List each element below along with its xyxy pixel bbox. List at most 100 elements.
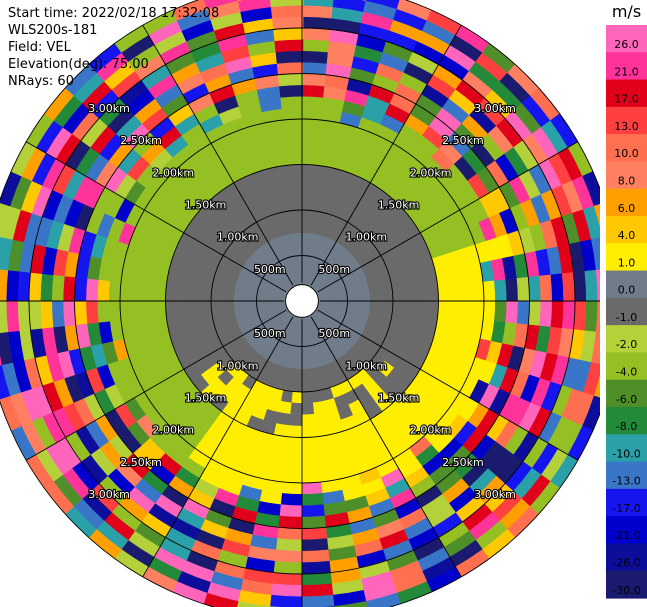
colorbar-bin [606, 407, 647, 435]
colorbar-bin [606, 570, 647, 599]
range-ring-label: 500m [318, 327, 350, 340]
ppi-gate [279, 84, 304, 98]
ppi-gate [274, 39, 304, 53]
ppi-gate [301, 459, 321, 472]
ppi-gate [199, 309, 214, 323]
range-ring-label: 1.50km [185, 392, 227, 405]
ppi-gate [527, 275, 542, 303]
ppi-gate [300, 493, 324, 507]
ppi-gate [300, 538, 329, 552]
colorbar-tick-label: 1.0 [618, 256, 636, 269]
colorbar-tick-label: -13.0 [612, 475, 640, 488]
ppi-gate [300, 549, 330, 563]
ppi-gate [28, 271, 43, 302]
ppi-gate [289, 402, 303, 416]
range-ring-label: 1.00km [346, 359, 388, 372]
ppi-gate [273, 27, 304, 42]
ppi-gate [301, 95, 325, 110]
ppi-gate [119, 280, 133, 302]
colorbar-bin [606, 379, 647, 408]
colorbar-tick-label: 17.0 [614, 93, 639, 106]
ppi-gate [412, 274, 427, 290]
ppi-gate [233, 300, 246, 309]
range-ring-label: 2.50km [442, 456, 484, 469]
ppi-gate [482, 280, 496, 303]
ppi-gate [199, 300, 212, 312]
ppi-gate [282, 118, 303, 132]
colorbar-tick-label: 8.0 [618, 175, 636, 188]
ppi-gate [332, 601, 368, 607]
ppi-gate [448, 284, 462, 302]
ppi-gate [278, 187, 292, 202]
ppi-gate [584, 269, 599, 303]
ppi-gate [85, 299, 99, 324]
colorbar-tick-label: -1.0 [616, 311, 637, 324]
azimuth-spoke [310, 24, 462, 286]
ppi-gate [51, 273, 65, 302]
ppi-gate [550, 300, 564, 330]
ppi-gate [62, 274, 77, 302]
ppi-gate [176, 287, 190, 302]
azimuth-spoke [310, 316, 462, 578]
ppi-gate [539, 300, 553, 329]
nrays-label: NRays: 60 [8, 74, 74, 89]
ppi-gate [494, 279, 508, 303]
ppi-gate [285, 436, 303, 450]
instrument-label: WLS200s-181 [8, 23, 98, 38]
ppi-gate [301, 118, 323, 132]
ppi-gate [271, 16, 304, 30]
ppi-gate [437, 300, 451, 318]
ppi-gate [561, 300, 576, 331]
ppi-gate [301, 152, 319, 166]
ppi-gate [365, 0, 402, 10]
range-ring-label: 3.00km [474, 102, 516, 115]
ppi-gate [269, 583, 303, 598]
ppi-gate [595, 300, 600, 334]
ppi-gate [131, 282, 144, 302]
ppi-gate [300, 504, 325, 518]
ppi-gate [300, 572, 333, 586]
ppi-gate [177, 312, 192, 328]
ppi-gate [0, 267, 9, 302]
ppi-gate [283, 459, 303, 472]
ppi-gate [505, 278, 519, 303]
ppi-gate [300, 583, 334, 598]
range-ring-label: 1.50km [378, 392, 420, 405]
colorbar-bin [606, 516, 647, 545]
ppi-gate [527, 300, 542, 328]
ppi-gate [272, 560, 303, 575]
ppi-gate [165, 285, 178, 302]
ppi-gate [401, 277, 416, 291]
ppi-gate [301, 391, 313, 404]
ppi-gate [288, 413, 303, 427]
colorbar-bin [606, 325, 647, 354]
ppi-gate [237, 0, 243, 1]
ppi-gate [300, 515, 327, 529]
range-ring-label: 2.00km [410, 166, 452, 179]
ppi-gate [291, 198, 303, 211]
ppi-gate [482, 300, 496, 323]
ppi-gate [493, 300, 508, 324]
ppi-gate [222, 300, 235, 310]
ppi-gate [471, 281, 485, 302]
colorbar-unit: m/s [612, 2, 641, 21]
ppi-gate [280, 198, 294, 213]
ppi-gate [85, 277, 99, 302]
range-ring-label: 2.00km [153, 166, 195, 179]
ppi-gate [301, 164, 318, 177]
ppi-gate [460, 300, 473, 320]
ppi-gate [203, 0, 240, 10]
ppi-gate [392, 290, 405, 302]
ppi-gate [301, 413, 316, 427]
range-ring-label: 1.50km [185, 199, 227, 212]
center-blank [285, 284, 319, 318]
ppi-gate [119, 300, 133, 321]
ppi-gate [301, 107, 324, 121]
ppi-gate [176, 300, 190, 315]
ppi-gate [74, 299, 88, 326]
ppi-gate [275, 176, 291, 191]
ppi-gate [165, 300, 178, 316]
ppi-gate [270, 4, 304, 19]
ppi-gate [403, 300, 417, 314]
field-label: Field: VEL [8, 40, 71, 55]
